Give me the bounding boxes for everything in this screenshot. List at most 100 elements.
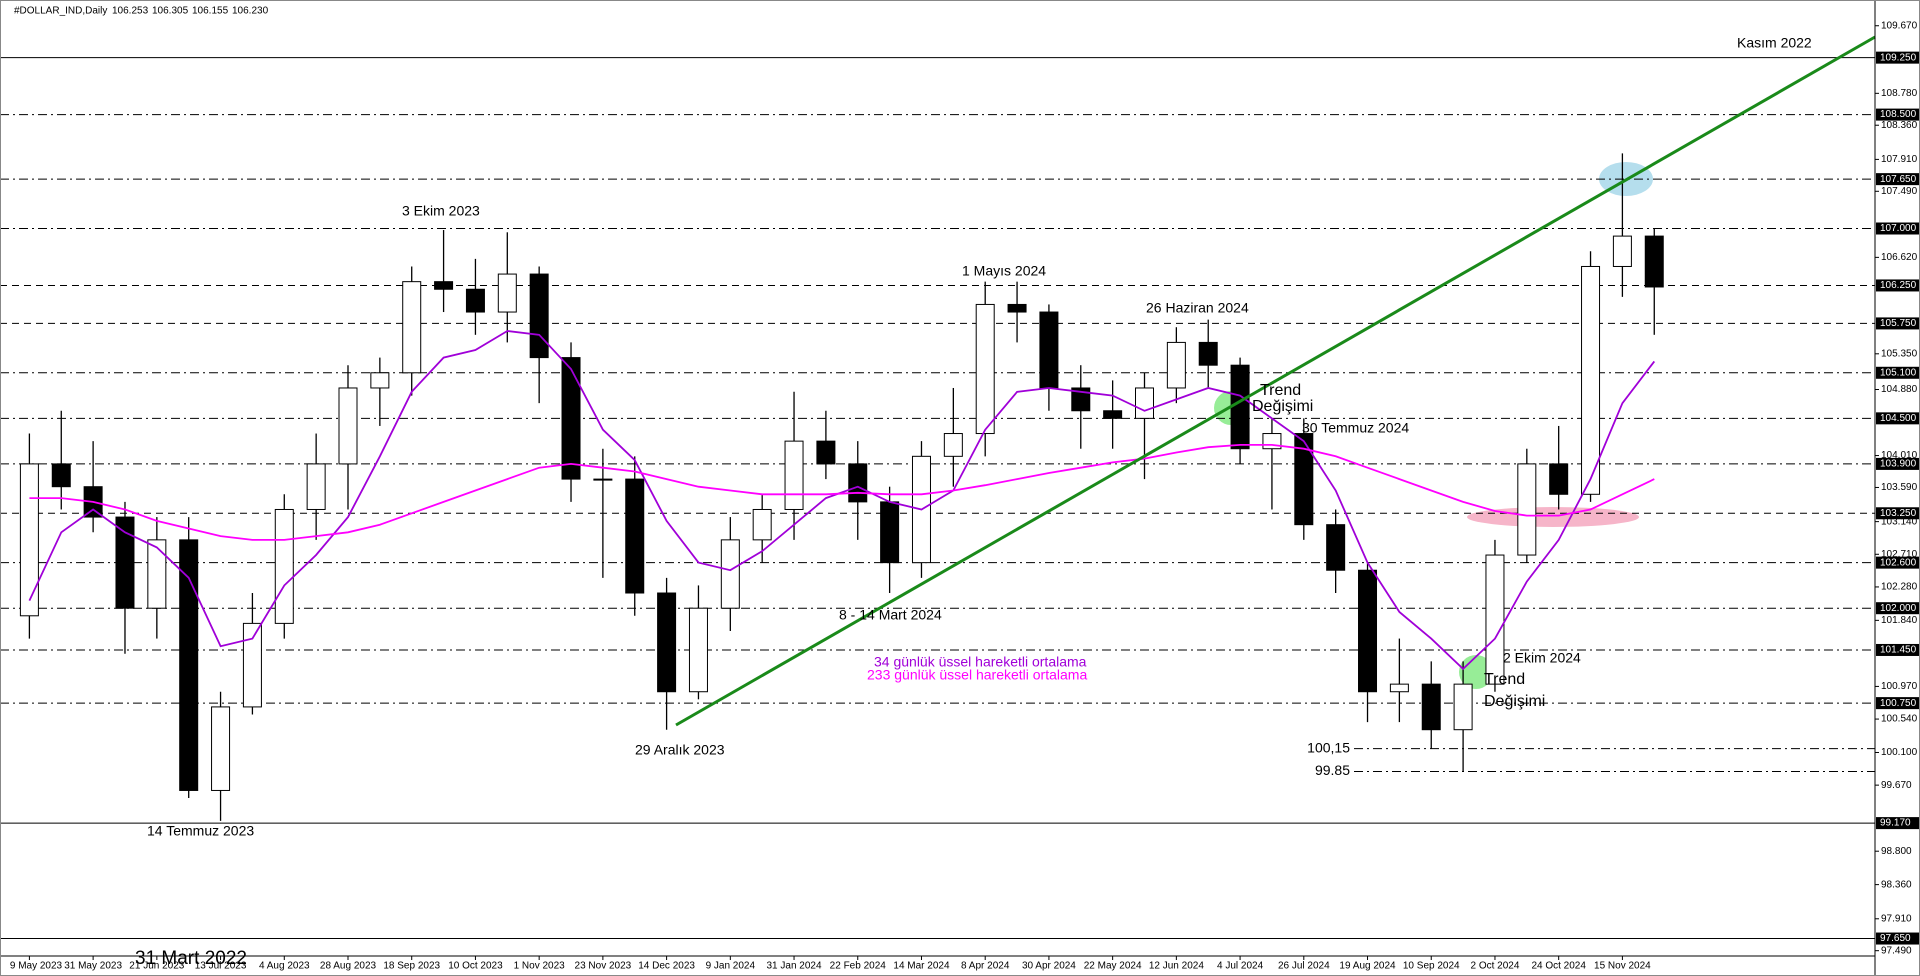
candle-body xyxy=(1007,303,1027,313)
candle-body xyxy=(1358,569,1378,693)
x-tick-label: 4 Aug 2023 xyxy=(259,961,310,972)
legend-entry: 233 günlük üssel hareketli ortalama xyxy=(867,667,1087,683)
candle-body xyxy=(497,273,517,313)
y-tick-label: 107.490 xyxy=(1881,186,1918,197)
level-label-bg xyxy=(1876,556,1920,569)
candle-body xyxy=(848,463,868,503)
ohlc-value: 106.305 xyxy=(152,6,189,17)
level-label-bg xyxy=(1876,317,1920,330)
short-level-label: 99.85 xyxy=(1315,762,1350,778)
candle-body xyxy=(1389,683,1409,693)
candle-body xyxy=(1198,341,1218,366)
level-label-bg xyxy=(1876,457,1920,470)
candle-body xyxy=(880,501,900,564)
y-tick-label: 104.880 xyxy=(1881,384,1918,395)
candle-body xyxy=(1166,341,1186,389)
level-label: 106.250 xyxy=(1880,280,1917,291)
annotation: Değişimi xyxy=(1484,693,1545,710)
candle-body xyxy=(1103,410,1123,419)
annotation: Trend xyxy=(1484,671,1525,688)
candle-body xyxy=(1581,265,1601,495)
ohlc-value: 106.155 xyxy=(192,6,229,17)
candle-body xyxy=(1039,311,1059,389)
labels: 106.253 106.305 106.155 106.230 109.670 108.7… xyxy=(10,6,1920,972)
short-level-label: 100,15 xyxy=(1307,739,1350,755)
level-label-bg xyxy=(1876,697,1920,710)
level-label: 99.170 xyxy=(1880,818,1911,829)
candle-body xyxy=(115,516,135,609)
x-tick-label: 18 Sep 2023 xyxy=(383,961,440,972)
y-tick-label: 100.540 xyxy=(1881,714,1918,725)
level-label: 107.650 xyxy=(1880,174,1917,185)
trend-line xyxy=(675,35,1876,727)
level-label-bg xyxy=(1876,222,1920,235)
level-label-bg xyxy=(1876,412,1920,425)
annotation: 2 Ekim 2024 xyxy=(1503,650,1581,666)
level-label: 97.650 xyxy=(1880,933,1911,944)
x-tick-label: 26 Jul 2024 xyxy=(1278,961,1330,972)
candle-body xyxy=(943,433,963,457)
candle-body xyxy=(561,357,581,480)
y-tick-label: 108.780 xyxy=(1881,88,1918,99)
candle-body xyxy=(529,273,549,359)
level-label: 109.250 xyxy=(1880,52,1917,63)
candle-body xyxy=(147,539,167,609)
candle-body xyxy=(306,463,326,510)
y-tick-label: 106.620 xyxy=(1881,252,1918,263)
x-tick-label: 31 May 2023 xyxy=(64,961,122,972)
ohlc-value: 106.230 xyxy=(232,6,269,17)
level-label: 104.500 xyxy=(1880,413,1917,424)
annotation: 14 Temmuz 2023 xyxy=(147,823,254,839)
y-tick-label: 98.800 xyxy=(1881,846,1912,857)
candle-body xyxy=(1644,235,1664,288)
candle-body xyxy=(593,478,613,481)
legend-entry: 34 günlük üssel hareketli ortalama xyxy=(874,654,1087,670)
candle-body xyxy=(1071,387,1091,412)
level-label: 105.100 xyxy=(1880,367,1917,378)
x-tick-label: 15 Nov 2024 xyxy=(1594,961,1651,972)
level-label: 100.750 xyxy=(1880,698,1917,709)
candle-body xyxy=(1612,235,1632,267)
y-tick-label: 97.490 xyxy=(1881,945,1912,956)
y-tick-label: 109.670 xyxy=(1881,20,1918,31)
level-label-bg xyxy=(1876,51,1920,64)
ema-line xyxy=(29,443,1655,541)
y-tick-label: 104.010 xyxy=(1881,450,1918,461)
annotation: 26 Haziran 2024 xyxy=(1146,300,1249,316)
level-label: 103.250 xyxy=(1880,508,1917,519)
y-tick-label: 99.670 xyxy=(1881,780,1912,791)
x-tick-label: 14 Mar 2024 xyxy=(893,961,950,972)
level-label-bg xyxy=(1876,366,1920,379)
y-tick-label: 103.140 xyxy=(1881,516,1918,527)
level-label: 105.750 xyxy=(1880,318,1917,329)
x-tick-label: 2 Oct 2024 xyxy=(1470,961,1519,972)
y-tick-label: 100.970 xyxy=(1881,681,1918,692)
candle-body xyxy=(1135,387,1154,419)
annotation: 29 Aralık 2023 xyxy=(635,742,725,758)
y-tick-label: 101.840 xyxy=(1881,615,1918,626)
level-label-bg xyxy=(1876,173,1920,186)
level-label: 108.500 xyxy=(1880,109,1917,120)
candle-body xyxy=(1326,524,1346,571)
candle-body xyxy=(657,592,677,693)
annotation: Kasım 2022 xyxy=(1737,35,1812,51)
candle-body xyxy=(1421,683,1441,731)
candle-body xyxy=(625,478,645,594)
candle-body xyxy=(51,463,71,488)
level-label-bg xyxy=(1876,602,1920,615)
ema-line xyxy=(28,330,1656,671)
candle-body xyxy=(1485,554,1505,685)
ohlc-value: 106.253 xyxy=(112,6,149,17)
marks xyxy=(19,153,1664,821)
y-tick-label: 97.910 xyxy=(1881,913,1912,924)
level-label: 102.600 xyxy=(1880,557,1917,568)
candle-body xyxy=(465,288,485,313)
annotation: 1 Mayıs 2024 xyxy=(962,263,1046,279)
x-tick-label: 12 Jun 2024 xyxy=(1149,961,1204,972)
y-tick-label: 107.910 xyxy=(1881,154,1918,165)
candle-body xyxy=(370,372,390,389)
level-label-bg xyxy=(1876,108,1920,121)
y-tick-label: 102.280 xyxy=(1881,582,1918,593)
